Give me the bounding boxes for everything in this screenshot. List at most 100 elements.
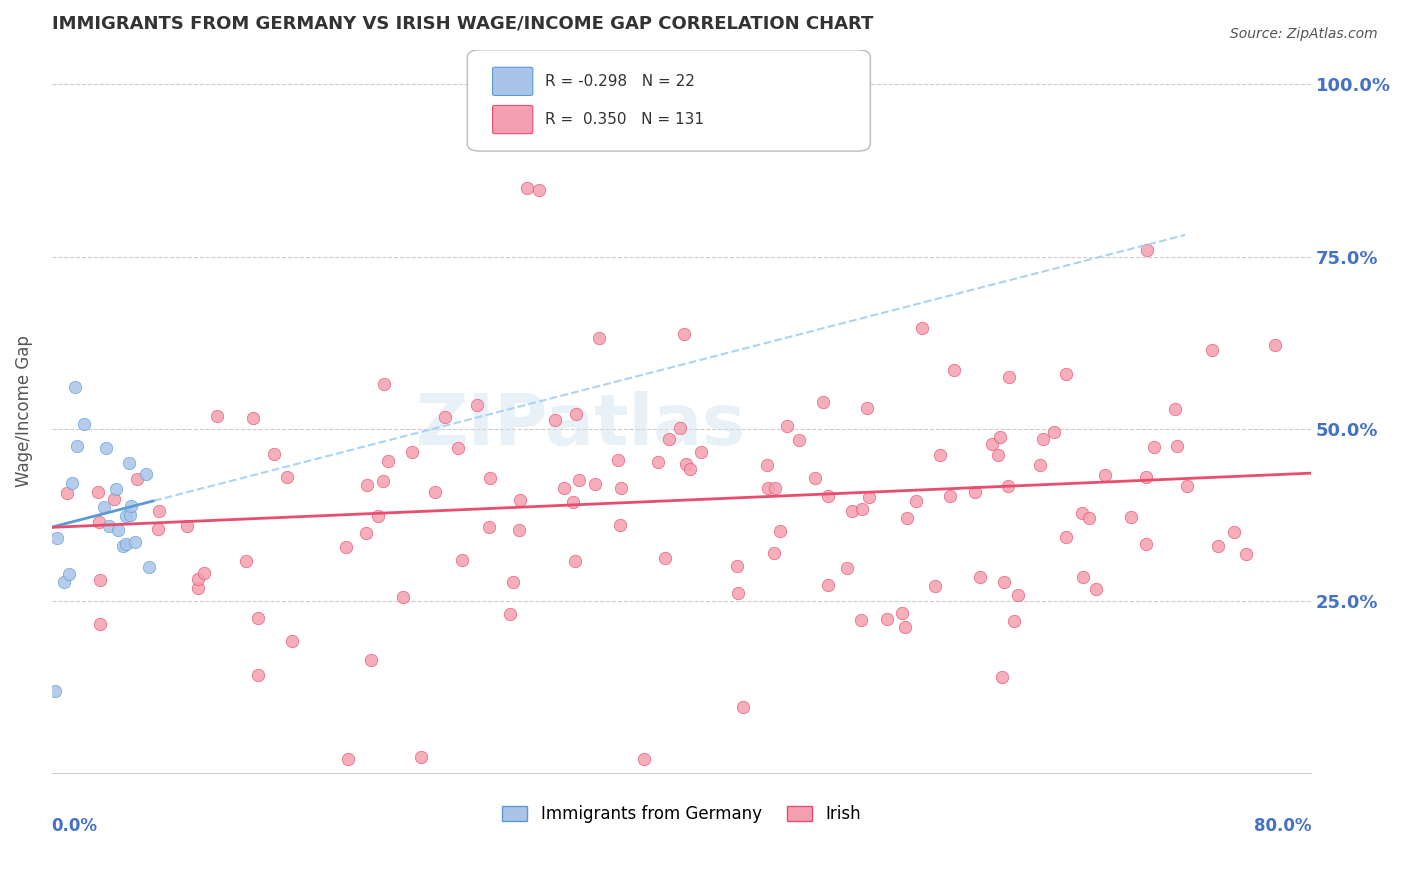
Point bbox=[981, 436, 1004, 450]
FancyBboxPatch shape bbox=[467, 50, 870, 151]
Point bbox=[1071, 569, 1094, 583]
Point bbox=[997, 479, 1019, 493]
Point bbox=[905, 494, 928, 508]
Point bbox=[993, 574, 1015, 589]
Point bbox=[58, 567, 80, 582]
Point bbox=[114, 508, 136, 523]
Point bbox=[997, 369, 1019, 384]
Point bbox=[425, 485, 447, 500]
Point bbox=[943, 362, 966, 376]
Point bbox=[138, 560, 160, 574]
Point bbox=[89, 574, 111, 588]
Point bbox=[633, 752, 655, 766]
Point bbox=[755, 458, 778, 472]
Point bbox=[107, 523, 129, 537]
Point bbox=[146, 522, 169, 536]
Point bbox=[52, 575, 75, 590]
Point bbox=[1028, 458, 1050, 472]
Text: R = -0.298   N = 22: R = -0.298 N = 22 bbox=[546, 74, 696, 89]
Point bbox=[1085, 582, 1108, 596]
Point bbox=[176, 519, 198, 533]
Point bbox=[281, 634, 304, 648]
Point bbox=[1002, 614, 1025, 628]
Point bbox=[565, 407, 588, 421]
Point bbox=[988, 429, 1011, 443]
Point bbox=[803, 471, 825, 485]
Point bbox=[187, 572, 209, 586]
Point bbox=[1119, 510, 1142, 524]
Y-axis label: Wage/Income Gap: Wage/Income Gap bbox=[15, 335, 32, 487]
Point bbox=[817, 577, 839, 591]
Text: R =  0.350   N = 131: R = 0.350 N = 131 bbox=[546, 112, 704, 127]
Point bbox=[609, 481, 631, 495]
Point bbox=[647, 455, 669, 469]
Point bbox=[527, 183, 550, 197]
Point bbox=[553, 481, 575, 495]
Point bbox=[561, 495, 583, 509]
Point bbox=[669, 421, 692, 435]
Point bbox=[1071, 506, 1094, 520]
Point bbox=[588, 331, 610, 345]
Point bbox=[148, 503, 170, 517]
Point bbox=[609, 517, 631, 532]
Point bbox=[187, 582, 209, 596]
Point bbox=[876, 611, 898, 625]
Point bbox=[87, 515, 110, 529]
Point bbox=[679, 462, 702, 476]
Point bbox=[1054, 529, 1077, 543]
Point bbox=[969, 570, 991, 584]
Point bbox=[502, 574, 524, 589]
Point bbox=[849, 613, 872, 627]
Point bbox=[787, 433, 810, 447]
Point bbox=[87, 485, 110, 500]
Point bbox=[120, 499, 142, 513]
Point bbox=[1135, 469, 1157, 483]
Point bbox=[1054, 368, 1077, 382]
Point bbox=[527, 123, 550, 137]
Point bbox=[97, 519, 120, 533]
Text: IMMIGRANTS FROM GERMANY VS IRISH WAGE/INCOME GAP CORRELATION CHART: IMMIGRANTS FROM GERMANY VS IRISH WAGE/IN… bbox=[52, 15, 873, 33]
Point bbox=[373, 377, 395, 392]
Point bbox=[776, 419, 799, 434]
Point bbox=[93, 500, 115, 514]
Point bbox=[769, 524, 792, 538]
Point bbox=[336, 752, 359, 766]
Point bbox=[727, 585, 749, 599]
Point bbox=[193, 566, 215, 580]
Point bbox=[401, 444, 423, 458]
Point bbox=[675, 458, 697, 472]
Point bbox=[377, 453, 399, 467]
Text: ZIPatlas: ZIPatlas bbox=[416, 392, 745, 460]
Point bbox=[360, 653, 382, 667]
Point bbox=[276, 470, 298, 484]
Point bbox=[841, 504, 863, 518]
Point bbox=[354, 526, 377, 541]
Point bbox=[896, 510, 918, 524]
Point bbox=[1007, 588, 1029, 602]
Point bbox=[356, 478, 378, 492]
Point bbox=[111, 539, 134, 553]
Point bbox=[60, 476, 83, 491]
Point bbox=[564, 554, 586, 568]
Point bbox=[1043, 425, 1066, 439]
Point bbox=[1201, 343, 1223, 357]
Point bbox=[447, 441, 470, 455]
Point bbox=[207, 409, 229, 423]
Point bbox=[817, 489, 839, 503]
Point bbox=[44, 683, 66, 698]
Point bbox=[46, 531, 69, 545]
Text: 80.0%: 80.0% bbox=[1254, 816, 1312, 835]
Point bbox=[544, 413, 567, 427]
Point bbox=[1166, 439, 1188, 453]
Point bbox=[391, 590, 413, 604]
Point bbox=[987, 448, 1010, 462]
Point bbox=[835, 560, 858, 574]
Point bbox=[1164, 402, 1187, 417]
Point bbox=[756, 481, 779, 495]
Point bbox=[924, 579, 946, 593]
Point bbox=[373, 474, 395, 488]
Point bbox=[66, 439, 89, 453]
Point bbox=[963, 485, 986, 500]
Point bbox=[516, 181, 538, 195]
Point bbox=[1135, 537, 1157, 551]
